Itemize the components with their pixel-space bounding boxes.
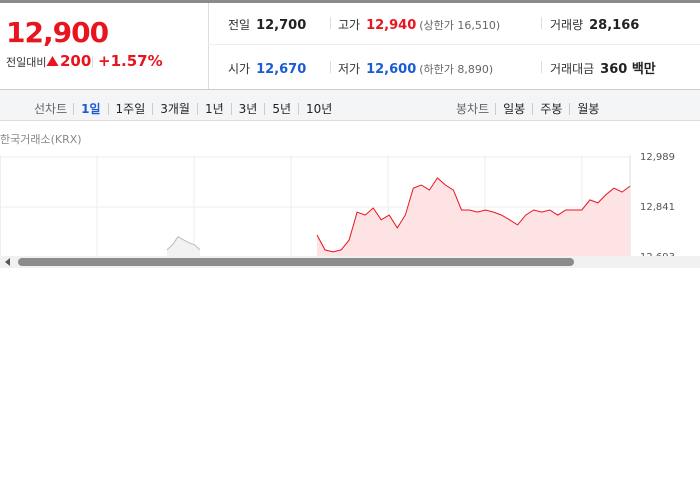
chart: 12,989 12,841 12,693 bbox=[0, 152, 675, 256]
y-tick-label: 12,693 bbox=[640, 252, 675, 256]
current-price: 12,900 bbox=[6, 16, 109, 49]
stat-value: 360 백만 bbox=[600, 62, 656, 77]
stat-label: 저가 bbox=[338, 62, 361, 76]
area bbox=[317, 177, 630, 256]
tab[interactable]: 월봉 bbox=[569, 103, 606, 115]
up-icon bbox=[46, 56, 59, 66]
line bbox=[316, 177, 631, 253]
stat-value: 12,700 bbox=[256, 18, 307, 33]
stat-extra: (하한가 8,890) bbox=[419, 63, 494, 76]
stat-label: 고가 bbox=[338, 18, 361, 32]
line bbox=[166, 236, 201, 251]
tab[interactable]: 1년 bbox=[196, 103, 231, 115]
stat: 고가 12,940 (상한가 16,510) bbox=[338, 14, 500, 33]
tab[interactable]: 1주일 bbox=[107, 103, 153, 115]
scroll-arrow[interactable] bbox=[4, 258, 12, 266]
stat-value: 12,670 bbox=[256, 62, 307, 77]
tab[interactable]: 3개월 bbox=[152, 103, 197, 115]
stat-value: 12,600 bbox=[366, 62, 417, 77]
divider bbox=[208, 44, 700, 45]
top-border bbox=[0, 0, 700, 3]
stat: 전일 12,700 bbox=[228, 14, 306, 33]
stat: 저가 12,600 (하한가 8,890) bbox=[338, 58, 493, 77]
stat-value: 28,166 bbox=[589, 18, 640, 33]
stat-label: 시가 bbox=[228, 62, 251, 76]
stat: 거래대금 360 백만 bbox=[550, 58, 656, 77]
stat-value: 12,940 bbox=[366, 18, 417, 33]
tab[interactable]: 1일 bbox=[73, 103, 107, 115]
tab[interactable]: 10년 bbox=[298, 103, 339, 115]
tab-bar: 선차트 1일 1주일 3개월 1년 3년 5년 10년 봉차트 일봉 주봉 월봉 bbox=[0, 89, 700, 121]
stat-label: 전일 bbox=[228, 18, 251, 32]
scroll-thumb[interactable] bbox=[18, 258, 574, 266]
stat: 시가 12,670 bbox=[228, 58, 306, 77]
y-tick-label: 12,841 bbox=[640, 202, 675, 213]
stat-label: 거래량 bbox=[550, 18, 584, 32]
tab[interactable]: 5년 bbox=[264, 103, 298, 115]
tab-group-label: 봉차트 bbox=[456, 102, 490, 116]
change-rate: +1.57% bbox=[98, 52, 163, 70]
change-label: 전일대비 bbox=[6, 56, 47, 69]
divider bbox=[208, 3, 209, 89]
tab-group-label: 선차트 bbox=[34, 102, 68, 116]
line-tabs: 선차트 1일 1주일 3개월 1년 3년 5년 10년 bbox=[34, 98, 339, 117]
stat-label: 거래대금 bbox=[550, 62, 595, 76]
y-tick-label: 12,989 bbox=[640, 152, 675, 163]
stat-extra: (상한가 16,510) bbox=[419, 19, 501, 32]
source: 한국거래소(KRX) bbox=[0, 133, 82, 146]
tab[interactable]: 3년 bbox=[230, 103, 265, 115]
tab[interactable]: 일봉 bbox=[495, 103, 532, 115]
scrollbar[interactable] bbox=[0, 256, 700, 268]
candle-tabs: 봉차트 일봉 주봉 월봉 bbox=[456, 98, 606, 117]
change: 200 bbox=[60, 52, 92, 70]
stat: 거래량 28,166 bbox=[550, 14, 639, 33]
tab[interactable]: 주봉 bbox=[532, 103, 569, 115]
